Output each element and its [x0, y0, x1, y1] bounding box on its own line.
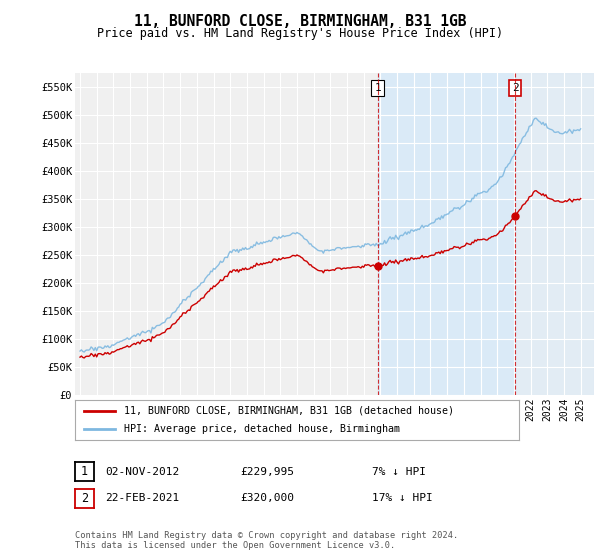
Text: Contains HM Land Registry data © Crown copyright and database right 2024.
This d: Contains HM Land Registry data © Crown c…: [75, 530, 458, 550]
Bar: [515, 73, 594, 395]
Text: HPI: Average price, detached house, Birmingham: HPI: Average price, detached house, Birm…: [124, 424, 400, 434]
Text: 02-NOV-2012: 02-NOV-2012: [105, 466, 179, 477]
Text: 2: 2: [512, 83, 518, 93]
Text: £229,995: £229,995: [240, 466, 294, 477]
Text: 1: 1: [81, 465, 88, 478]
Bar: [377, 73, 515, 395]
Text: Price paid vs. HM Land Registry's House Price Index (HPI): Price paid vs. HM Land Registry's House …: [97, 27, 503, 40]
Text: 1: 1: [374, 83, 381, 93]
Text: £320,000: £320,000: [240, 493, 294, 503]
Text: 22-FEB-2021: 22-FEB-2021: [105, 493, 179, 503]
Text: 11, BUNFORD CLOSE, BIRMINGHAM, B31 1GB: 11, BUNFORD CLOSE, BIRMINGHAM, B31 1GB: [134, 14, 466, 29]
Text: 2: 2: [81, 492, 88, 505]
Text: 7% ↓ HPI: 7% ↓ HPI: [372, 466, 426, 477]
Text: 11, BUNFORD CLOSE, BIRMINGHAM, B31 1GB (detached house): 11, BUNFORD CLOSE, BIRMINGHAM, B31 1GB (…: [124, 406, 454, 416]
Text: 17% ↓ HPI: 17% ↓ HPI: [372, 493, 433, 503]
